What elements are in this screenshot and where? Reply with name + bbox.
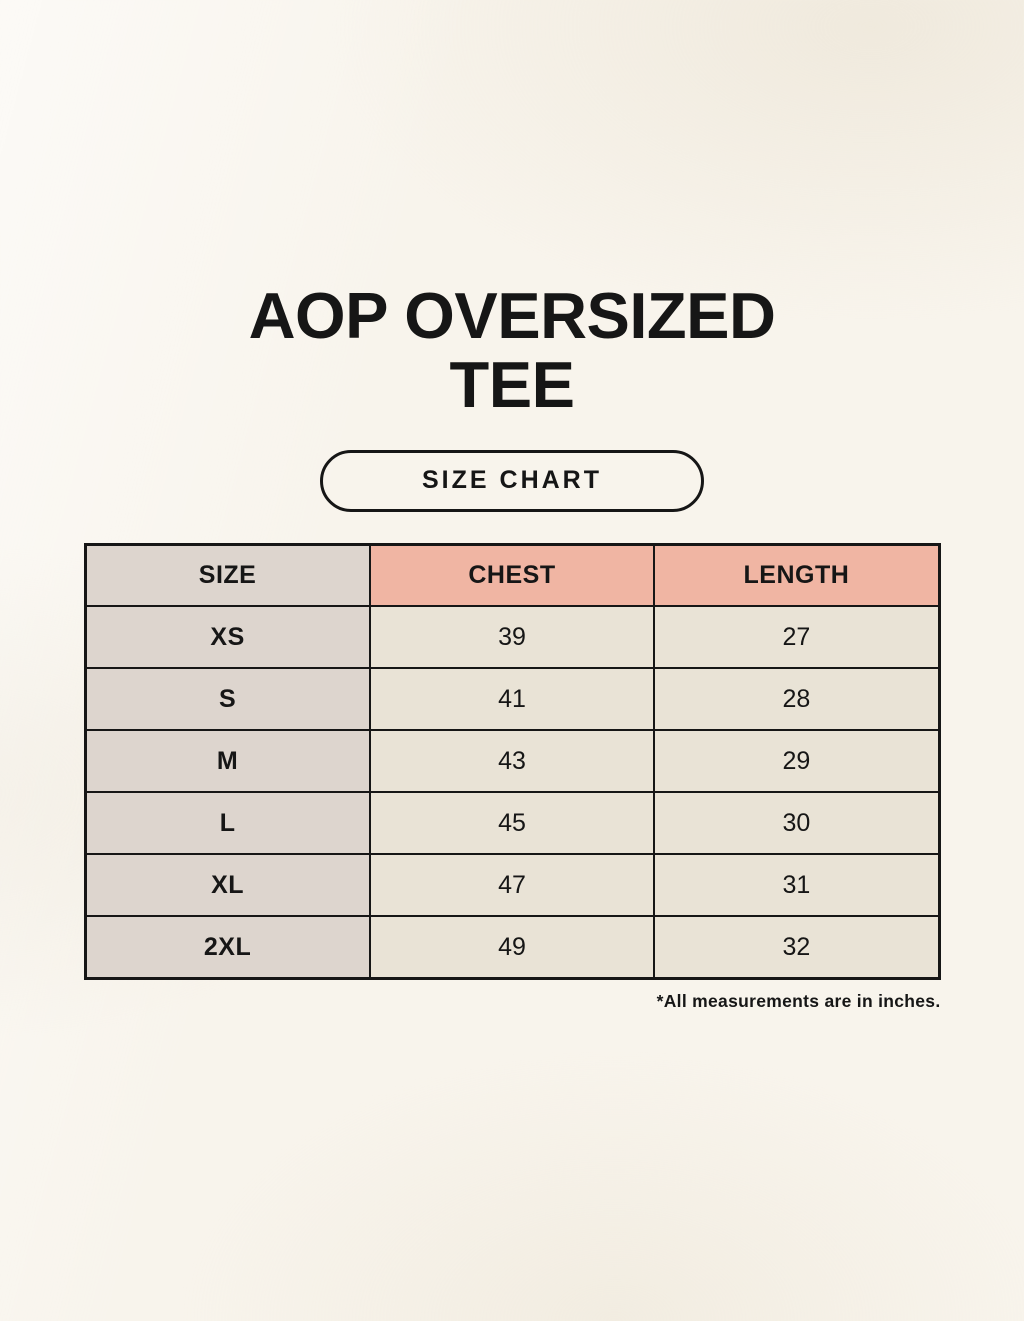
table-row: M 43 29 bbox=[84, 729, 940, 794]
table-row: XS 39 27 bbox=[84, 605, 940, 670]
table-row: S 41 28 bbox=[84, 667, 940, 732]
size-chart-badge-label: SIZE CHART bbox=[422, 466, 602, 495]
column-header-size: SIZE bbox=[84, 543, 371, 608]
table-row: 2XL 49 32 bbox=[84, 915, 940, 980]
length-value: 27 bbox=[653, 605, 940, 670]
table-row: L 45 30 bbox=[84, 791, 940, 856]
length-value: 32 bbox=[653, 915, 940, 980]
chest-value: 43 bbox=[368, 729, 656, 794]
size-table-container: SIZE CHEST LENGTH XS 39 27 S 41 28 M bbox=[83, 542, 941, 980]
length-value: 31 bbox=[653, 853, 940, 918]
table-row: XL 47 31 bbox=[84, 853, 940, 918]
column-header-length: LENGTH bbox=[653, 543, 940, 608]
size-chart-badge: SIZE CHART bbox=[320, 449, 704, 512]
size-chart-page: AOP OVERSIZED TEE SIZE CHART SIZE CHEST … bbox=[0, 279, 1024, 1321]
size-label: XS bbox=[84, 605, 371, 670]
length-value: 28 bbox=[653, 667, 940, 732]
chest-value: 45 bbox=[368, 791, 656, 856]
chest-value: 47 bbox=[368, 853, 656, 918]
chest-value: 39 bbox=[368, 605, 656, 670]
size-table: SIZE CHEST LENGTH XS 39 27 S 41 28 M bbox=[83, 542, 941, 980]
size-label: XL bbox=[84, 853, 371, 918]
chest-value: 49 bbox=[368, 915, 656, 980]
size-label: M bbox=[84, 729, 371, 794]
page-title: AOP OVERSIZED TEE bbox=[248, 279, 776, 421]
size-label: 2XL bbox=[84, 915, 371, 980]
column-header-chest: CHEST bbox=[368, 543, 656, 608]
length-value: 30 bbox=[653, 791, 940, 856]
size-label: S bbox=[84, 667, 371, 732]
length-value: 29 bbox=[653, 729, 940, 794]
table-header-row: SIZE CHEST LENGTH bbox=[84, 543, 940, 608]
size-label: L bbox=[84, 791, 371, 856]
measurements-footnote: *All measurements are in inches. bbox=[656, 990, 941, 1011]
chest-value: 41 bbox=[368, 667, 656, 732]
